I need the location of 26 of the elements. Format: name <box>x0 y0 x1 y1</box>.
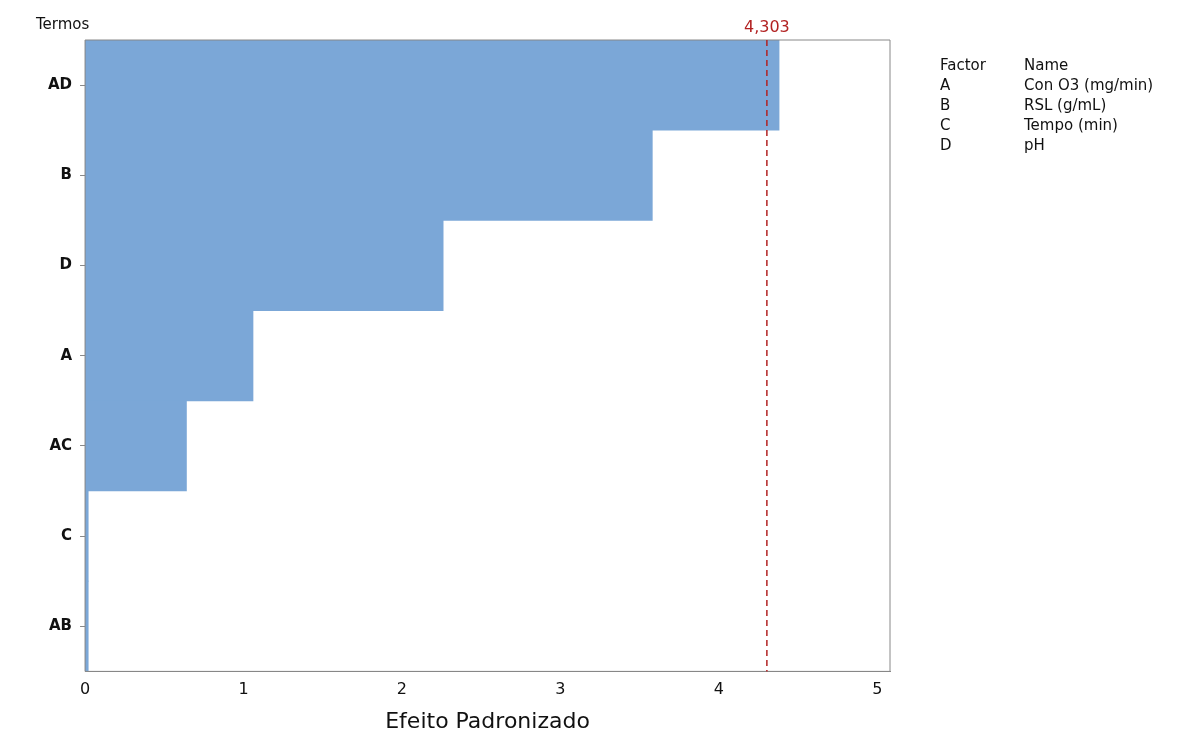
text: pH <box>1024 136 1046 154</box>
text: C <box>940 116 952 134</box>
y-tick-label: D <box>59 255 73 274</box>
text: B <box>940 96 952 114</box>
y-tick-label: AB <box>49 616 73 635</box>
x-tick-label: 3 <box>555 679 566 699</box>
text: Tempo (min) <box>1024 116 1119 134</box>
y-tick-label: B <box>60 165 73 184</box>
y-tick-label: A <box>60 345 73 364</box>
x-tick-label: 5 <box>872 679 883 699</box>
x-tick-label: 2 <box>396 679 408 699</box>
text: Name <box>1024 56 1070 74</box>
x-axis-title: Efeito Padronizado <box>385 707 590 733</box>
y-axis-title: Termos <box>35 15 90 34</box>
text: RSL (g/mL) <box>1024 96 1108 114</box>
text: Con O3 (mg/min) <box>1024 76 1154 94</box>
ref-line-label: 4,303 <box>743 17 790 37</box>
y-tick-label: AD <box>48 74 73 93</box>
y-tick-label: AC <box>49 435 73 454</box>
y-tick-label: C <box>61 525 73 544</box>
text: D <box>940 136 953 154</box>
x-tick-label: 0 <box>79 679 91 699</box>
x-tick-label: 4 <box>713 679 724 699</box>
x-tick-label: 1 <box>238 679 249 699</box>
text: Factor <box>940 56 987 74</box>
text: A <box>940 76 952 94</box>
